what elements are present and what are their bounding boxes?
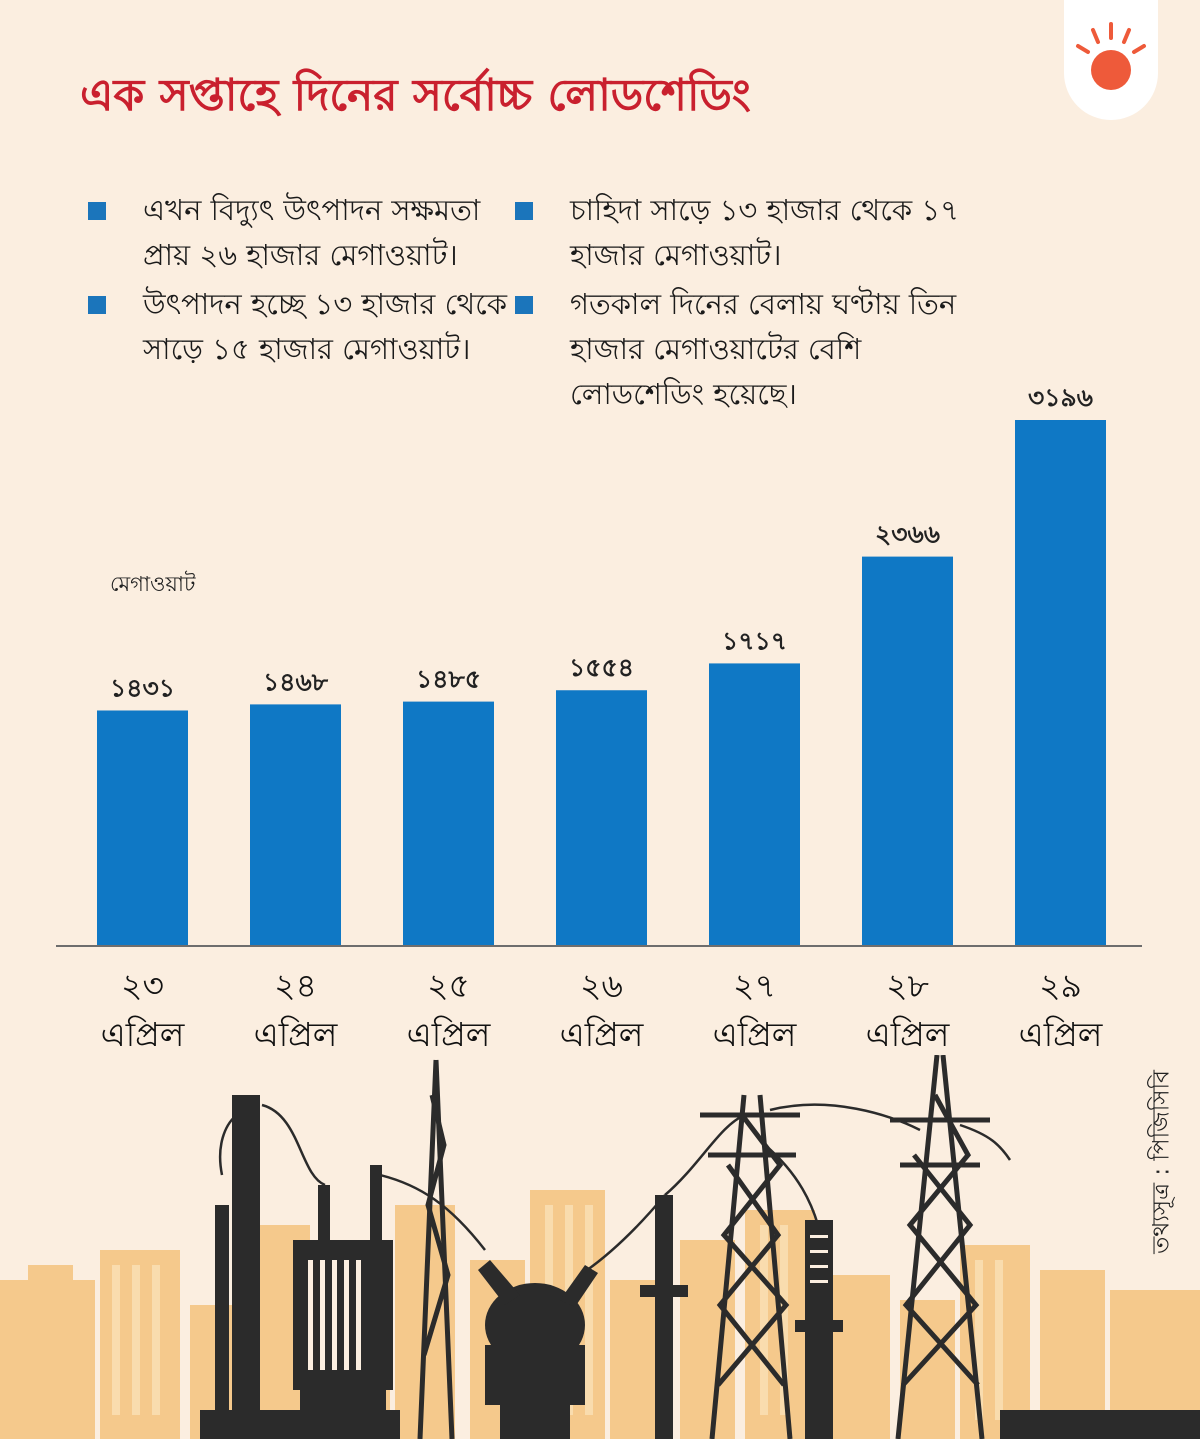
bar-7	[1015, 420, 1106, 946]
x-tick-day-label: ২৪	[274, 966, 317, 1005]
bar-chart: ১৪৩১ ২৩ এপ্রিল ১৪৬৮ ২৪ এপ্রিল ১৪৮৫ ২৫ এপ্রিল ১৫৫৪…	[0, 0, 1200, 1060]
bar-4	[556, 690, 647, 946]
bar-value-label: ১৪৩১	[110, 673, 175, 702]
x-tick-month-label: এপ্রিল	[713, 1015, 798, 1054]
bar-value-label: ১৪৬৮	[263, 667, 329, 696]
x-tick-day-label: ২৭	[733, 966, 776, 1005]
bar-value-label: ১৪৮৫	[416, 665, 481, 694]
x-tick-day-label: ২৬	[580, 966, 623, 1005]
bar-3	[403, 702, 494, 946]
bar-value-label: ৩১৯৬	[1028, 383, 1093, 412]
x-tick-month-label: এপ্রিল	[866, 1015, 951, 1054]
bar-1	[97, 710, 188, 946]
x-tick-month-label: এপ্রিল	[560, 1015, 645, 1054]
x-tick-day-label: ২৩	[121, 966, 164, 1005]
x-tick-day-label: ২৮	[886, 966, 929, 1005]
city-skyline	[0, 1190, 1200, 1439]
x-tick-day-label: ২৫	[427, 966, 470, 1005]
x-tick-month-label: এপ্রিল	[101, 1015, 186, 1054]
power-grid-illustration	[0, 1055, 1200, 1439]
bar-value-label: ২৩৬৬	[875, 520, 940, 549]
x-tick-day-label: ২৯	[1039, 966, 1082, 1005]
x-tick-month-label: এপ্রিল	[254, 1015, 339, 1054]
bar-value-label: ১৫৫৪	[569, 653, 634, 682]
bar-2	[250, 704, 341, 946]
bar-value-label: ১৭১৭	[722, 626, 787, 655]
x-tick-month-label: এপ্রিল	[407, 1015, 492, 1054]
bar-5	[709, 663, 800, 946]
bar-6	[862, 557, 953, 946]
x-tick-month-label: এপ্রিল	[1019, 1015, 1104, 1054]
